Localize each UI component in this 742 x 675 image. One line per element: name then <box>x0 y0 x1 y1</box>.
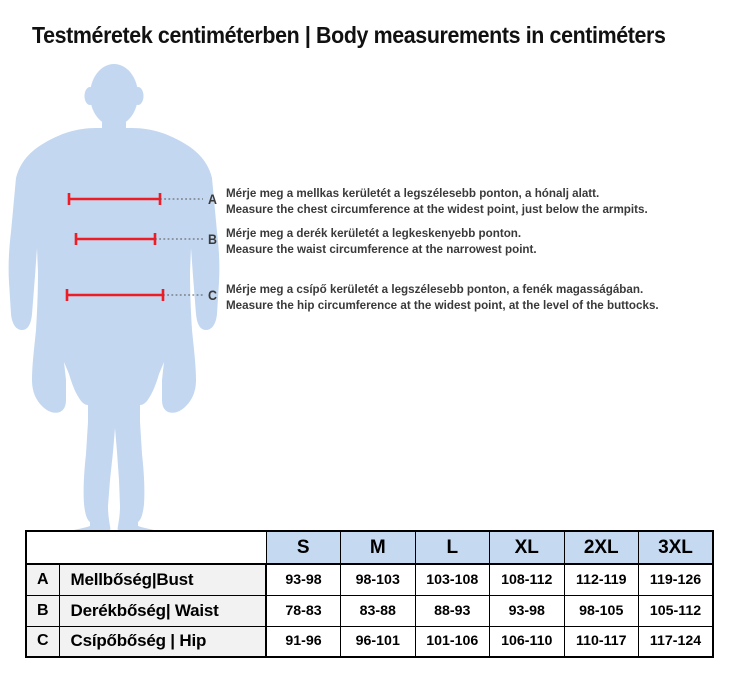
cell-c-2xl: 110-117 <box>563 625 639 658</box>
size-header-l: L <box>414 530 490 565</box>
header-spacer-name <box>59 531 266 564</box>
header-spacer-letter <box>26 531 59 564</box>
measure-letter-c: C <box>208 288 217 303</box>
cell-b-xl: 93-98 <box>489 594 565 627</box>
size-chart-table: S M L XL 2XL 3XL A Mellbőség|Bust 93-98 … <box>25 530 714 658</box>
measure-description-a-hu: Mérje meg a mellkas kerületét a legszéle… <box>226 186 600 200</box>
cell-c-s: 91-96 <box>265 625 341 658</box>
cell-a-2xl: 112-119 <box>563 563 639 596</box>
measure-description-a: Mérje meg a mellkas kerületét a legszéle… <box>226 186 648 217</box>
cell-a-l: 103-108 <box>414 563 490 596</box>
row-letter-b: B <box>25 594 60 627</box>
cell-b-3xl: 105-112 <box>638 594 714 627</box>
measure-description-c: Mérje meg a csípő kerületét a legszélese… <box>226 282 659 313</box>
cell-c-l: 101-106 <box>414 625 490 658</box>
body-figure-panel <box>0 62 250 532</box>
measure-description-b-hu: Mérje meg a derék kerületét a legkeskeny… <box>226 226 522 240</box>
cell-a-xl: 108-112 <box>489 563 565 596</box>
measure-description-c-hu: Mérje meg a csípő kerületét a legszélese… <box>226 282 644 296</box>
body-silhouette-icon <box>8 64 220 532</box>
row-letter-a: A <box>25 563 60 596</box>
cell-a-m: 98-103 <box>340 563 416 596</box>
table-row: C Csípőbőség | Hip 91-96 96-101 101-106 … <box>25 625 714 658</box>
row-name-a: Mellbőség|Bust <box>58 563 267 596</box>
measure-letter-b: B <box>208 232 217 247</box>
measure-description-b-en: Measure the waist circumference at the n… <box>226 241 537 256</box>
cell-b-s: 78-83 <box>265 594 341 627</box>
cell-a-s: 93-98 <box>265 563 341 596</box>
measure-description-a-en: Measure the chest circumference at the w… <box>226 201 648 216</box>
table-row: B Derékbőség| Waist 78-83 83-88 88-93 93… <box>25 594 714 627</box>
size-header-2xl: 2XL <box>563 530 639 565</box>
row-name-b: Derékbőség| Waist <box>58 594 267 627</box>
table-row: A Mellbőség|Bust 93-98 98-103 103-108 10… <box>25 563 714 596</box>
cell-b-2xl: 98-105 <box>563 594 639 627</box>
row-letter-c: C <box>25 625 60 658</box>
cell-b-m: 83-88 <box>340 594 416 627</box>
size-header-m: M <box>340 530 416 565</box>
cell-b-l: 88-93 <box>414 594 490 627</box>
row-name-c: Csípőbőség | Hip <box>58 625 267 658</box>
table-header-row: S M L XL 2XL 3XL <box>26 530 714 565</box>
cell-c-m: 96-101 <box>340 625 416 658</box>
measure-description-b: Mérje meg a derék kerületét a legkeskeny… <box>226 226 537 257</box>
size-header-xl: XL <box>489 530 565 565</box>
cell-c-3xl: 117-124 <box>638 625 714 658</box>
measure-description-c-en: Measure the hip circumference at the wid… <box>226 297 659 312</box>
page-title: Testméretek centiméterben | Body measure… <box>32 22 666 48</box>
cell-c-xl: 106-110 <box>489 625 565 658</box>
size-header-3xl: 3XL <box>638 530 714 565</box>
size-header-s: S <box>265 530 341 565</box>
measure-letter-a: A <box>208 192 217 207</box>
cell-a-3xl: 119-126 <box>638 563 714 596</box>
